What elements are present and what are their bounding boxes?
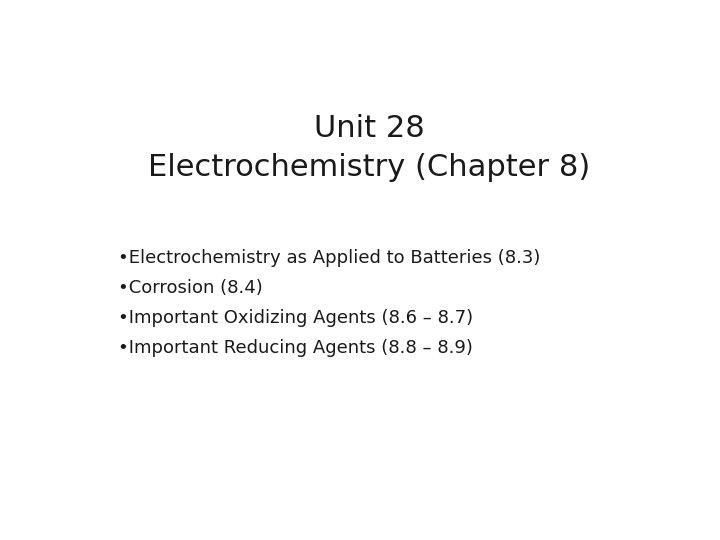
Text: •Important Reducing Agents (8.8 – 8.9): •Important Reducing Agents (8.8 – 8.9) (118, 339, 473, 357)
Text: •Corrosion (8.4): •Corrosion (8.4) (118, 279, 263, 297)
Text: Unit 28
Electrochemistry (Chapter 8): Unit 28 Electrochemistry (Chapter 8) (148, 114, 590, 181)
Text: •Important Oxidizing Agents (8.6 – 8.7): •Important Oxidizing Agents (8.6 – 8.7) (118, 309, 473, 327)
Text: •Electrochemistry as Applied to Batteries (8.3): •Electrochemistry as Applied to Batterie… (118, 249, 540, 267)
